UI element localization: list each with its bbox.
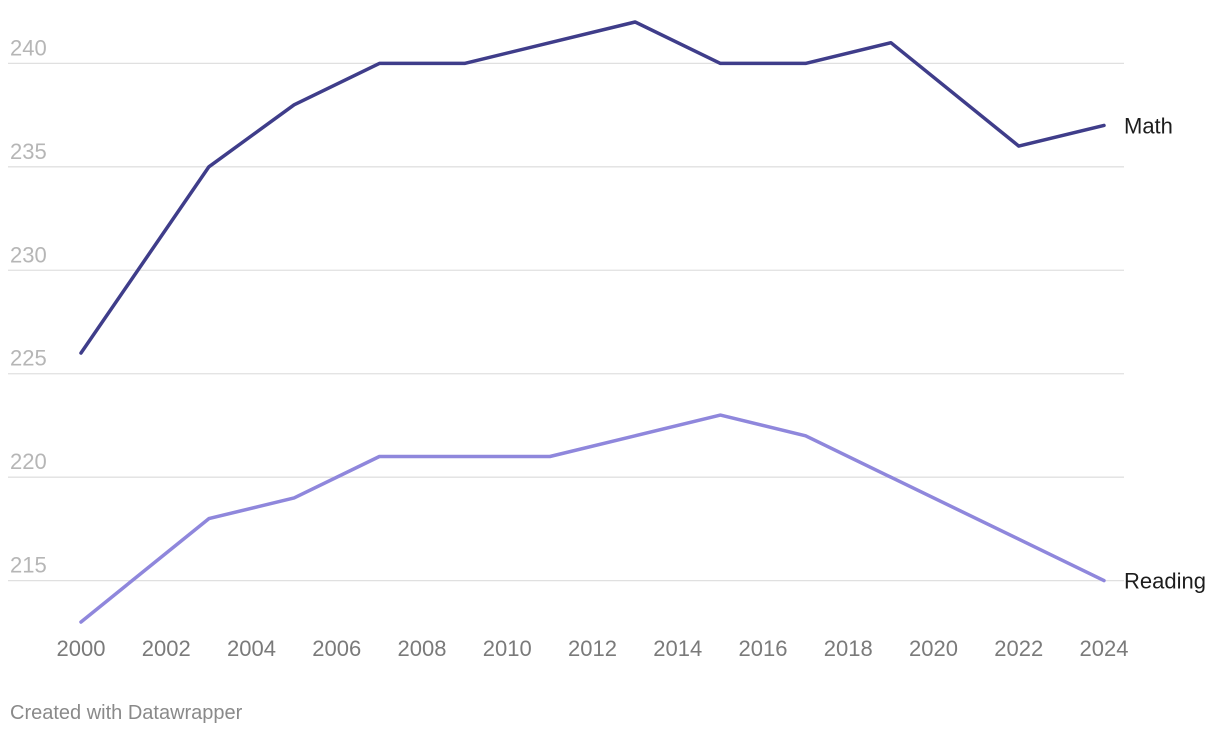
x-tick-label: 2024 [1080, 636, 1129, 661]
x-tick-label: 2018 [824, 636, 873, 661]
series-label-math: Math [1124, 113, 1173, 138]
x-tick-label: 2012 [568, 636, 617, 661]
y-tick-label: 240 [10, 35, 47, 60]
x-tick-label: 2014 [653, 636, 702, 661]
series-lines [79, 20, 1106, 624]
y-tick-label: 220 [10, 449, 47, 474]
series-line-math [79, 20, 1106, 355]
x-tick-label: 2020 [909, 636, 958, 661]
y-tick-label: 215 [10, 553, 47, 578]
y-tick-label: 225 [10, 346, 47, 371]
x-tick-label: 2008 [398, 636, 447, 661]
y-axis-ticks: 215 220 225 230 235 240 [10, 35, 47, 577]
series-label-reading: Reading [1124, 569, 1206, 594]
x-tick-label: 2016 [739, 636, 788, 661]
series-line-reading [79, 413, 1106, 624]
x-tick-label: 2006 [312, 636, 361, 661]
y-tick-label: 230 [10, 242, 47, 267]
x-tick-label: 2010 [483, 636, 532, 661]
x-tick-label: 2022 [994, 636, 1043, 661]
credit-text: Created with Datawrapper [10, 702, 243, 724]
x-tick-label: 2002 [142, 636, 191, 661]
x-tick-label: 2000 [57, 636, 106, 661]
x-axis-ticks: 2000 2002 2004 2006 2008 2010 2012 2014 2016 2018… [57, 636, 1129, 661]
x-tick-label: 2004 [227, 636, 276, 661]
grid-lines [8, 62, 1124, 582]
series-labels: Math Reading [1124, 113, 1206, 593]
y-tick-label: 235 [10, 139, 47, 164]
